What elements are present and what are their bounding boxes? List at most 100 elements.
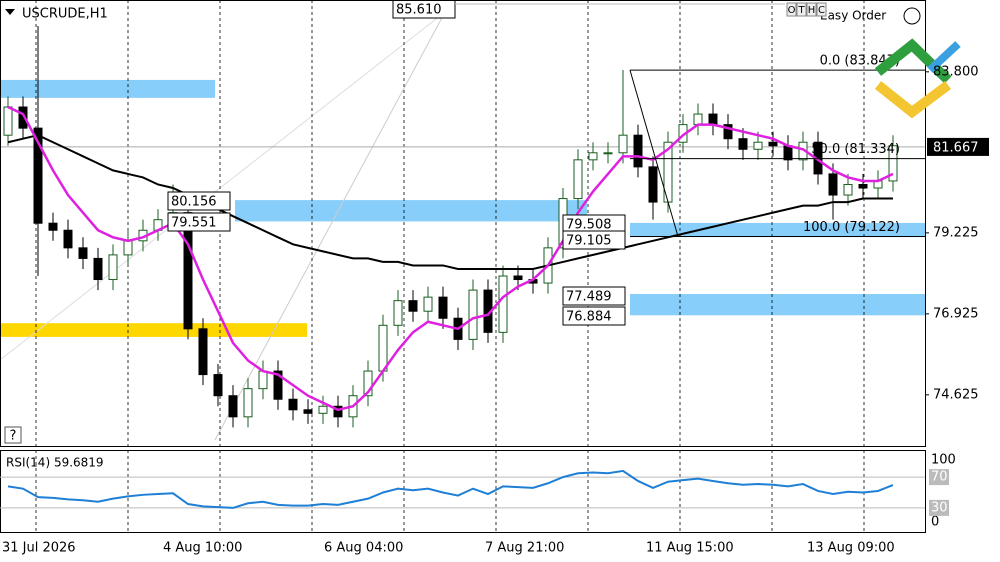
drawing-line bbox=[0, 11, 446, 361]
candle-body bbox=[393, 300, 403, 326]
price-label-text: 79.551 bbox=[171, 216, 217, 231]
y-tick-label: 74.625 bbox=[933, 387, 979, 402]
candle-body bbox=[228, 395, 238, 418]
toolbar-button-text: H bbox=[808, 5, 816, 16]
x-tick-label: 11 Aug 15:00 bbox=[646, 541, 734, 556]
zone bbox=[0, 323, 307, 337]
rsi-label: RSI(14) 59.6819 bbox=[6, 456, 104, 470]
toolbar-button-text: T bbox=[797, 5, 805, 16]
price-label-box bbox=[562, 230, 626, 250]
candle-body bbox=[63, 229, 73, 249]
candle-body bbox=[858, 183, 868, 189]
candle-body bbox=[288, 398, 298, 411]
rsi-level-box bbox=[929, 469, 949, 486]
candle-body bbox=[723, 124, 733, 140]
price-label-box bbox=[167, 212, 231, 232]
candle-body bbox=[648, 166, 658, 203]
candle-body bbox=[438, 296, 448, 319]
toolbar-button-text: O bbox=[788, 5, 796, 16]
candle-body bbox=[243, 388, 253, 418]
toolbar-button[interactable] bbox=[796, 2, 807, 17]
candle-body bbox=[693, 113, 703, 126]
x-tick-label: 7 Aug 21:00 bbox=[485, 541, 564, 556]
candle-body bbox=[318, 405, 328, 414]
candle-body bbox=[303, 409, 313, 414]
indicator-line bbox=[7, 105, 894, 412]
zone bbox=[630, 222, 925, 238]
rsi-frame bbox=[0, 450, 926, 533]
x-tick-label: 6 Aug 04:00 bbox=[324, 541, 403, 556]
zone bbox=[235, 200, 587, 222]
y-tick-label: 79.225 bbox=[933, 225, 979, 240]
price-label-box bbox=[167, 191, 231, 211]
rsi-level-box bbox=[929, 499, 949, 516]
price-label: 85.610 bbox=[392, 0, 456, 19]
fib-label: 50.0 (81.334) bbox=[811, 142, 900, 157]
candle-body bbox=[258, 370, 268, 390]
candle-body bbox=[618, 134, 628, 154]
indicator-line bbox=[7, 134, 893, 270]
candle-body bbox=[468, 289, 478, 340]
rsi-tick-label: 0 bbox=[931, 515, 939, 530]
price-label-box bbox=[562, 286, 626, 306]
candle-body bbox=[198, 328, 208, 376]
fib-trend bbox=[629, 70, 679, 237]
y-tick-label: 76.925 bbox=[933, 306, 979, 321]
drawing-line bbox=[214, 11, 446, 441]
candle-body bbox=[633, 134, 643, 168]
candle-body bbox=[738, 138, 748, 150]
price-label-text: 80.156 bbox=[171, 195, 217, 210]
smile-icon[interactable] bbox=[903, 7, 921, 25]
toolbar-button[interactable] bbox=[786, 2, 797, 17]
price-label-text: 76.884 bbox=[566, 310, 612, 325]
current-price-label: 81.667 bbox=[933, 140, 979, 155]
candle-body bbox=[408, 300, 418, 312]
price-label: 76.884 bbox=[562, 306, 626, 326]
candle-body bbox=[108, 254, 118, 281]
logo bbox=[874, 38, 961, 119]
zone bbox=[630, 294, 925, 316]
candle-body bbox=[843, 183, 853, 196]
candle-body bbox=[573, 159, 583, 200]
price-label: 77.489 bbox=[562, 286, 626, 306]
candle-body bbox=[498, 275, 508, 333]
price-label-text: 85.610 bbox=[396, 3, 442, 18]
candle-body bbox=[93, 257, 103, 281]
candle-body bbox=[273, 370, 283, 400]
price-label-box bbox=[562, 306, 626, 326]
indicator-line bbox=[7, 469, 894, 509]
price-label-text: 79.508 bbox=[566, 218, 612, 233]
price-label: 79.105 bbox=[562, 230, 626, 250]
price-label-box bbox=[392, 0, 456, 19]
candle-body bbox=[753, 141, 763, 150]
x-tick-label: 13 Aug 09:00 bbox=[807, 541, 895, 556]
candle-body bbox=[888, 145, 898, 182]
fib-label: 100.0 (79.122) bbox=[803, 220, 900, 235]
candle-body bbox=[33, 127, 43, 224]
candle-body bbox=[48, 222, 58, 231]
candle-body bbox=[708, 113, 718, 126]
price-label-text: 79.105 bbox=[566, 234, 612, 249]
candle-body bbox=[123, 240, 133, 256]
main-frame bbox=[0, 0, 926, 447]
rsi-tick-label: 30 bbox=[931, 500, 948, 515]
help-button[interactable] bbox=[4, 426, 22, 444]
candle-body bbox=[828, 173, 838, 196]
toolbar-button[interactable] bbox=[816, 2, 827, 17]
candle-body bbox=[603, 152, 613, 155]
x-tick-label: 31 Jul 2026 bbox=[2, 541, 76, 556]
price-label: 79.551 bbox=[167, 212, 231, 232]
current-price-box bbox=[927, 137, 989, 156]
toolbar-button[interactable] bbox=[806, 2, 817, 17]
candle-body bbox=[588, 152, 598, 161]
candle-body bbox=[513, 275, 523, 281]
candle-body bbox=[18, 106, 28, 129]
symbol-title: USCRUDE,H1 bbox=[22, 7, 108, 22]
candle-body bbox=[783, 145, 793, 161]
candle-body bbox=[3, 106, 13, 136]
candle-body bbox=[213, 374, 223, 397]
dropdown-arrow[interactable] bbox=[5, 9, 15, 15]
easy-order[interactable]: Easy Order bbox=[820, 9, 886, 23]
toolbar-button-text: C bbox=[818, 5, 825, 16]
